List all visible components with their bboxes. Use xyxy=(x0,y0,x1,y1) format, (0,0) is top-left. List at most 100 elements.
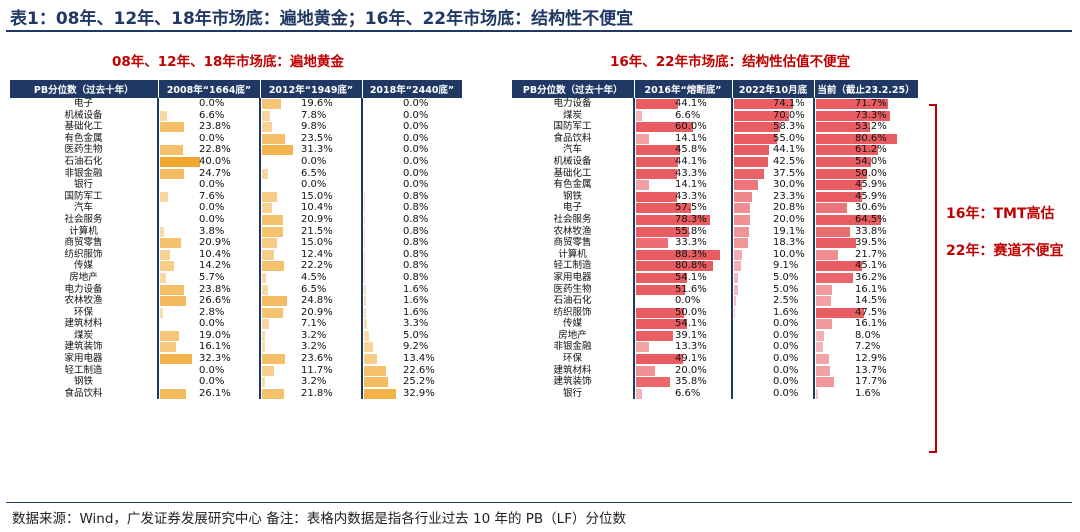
value-text: 36.2% xyxy=(855,271,887,283)
data-bar xyxy=(160,249,171,260)
value-cell: 7.6% xyxy=(158,190,261,203)
data-bar xyxy=(160,307,163,318)
industry-name: 纺织服饰 xyxy=(10,248,159,261)
value-text: 0.8% xyxy=(403,260,429,272)
data-bar xyxy=(262,354,286,365)
value-text: 7.2% xyxy=(855,341,881,353)
data-bar xyxy=(262,365,274,376)
industry-name: 食品饮料 xyxy=(10,387,159,400)
value-text: 5.0% xyxy=(773,271,799,283)
industry-name: 农林牧渔 xyxy=(512,225,635,238)
value-text: 0.0% xyxy=(773,318,799,330)
value-text: 13.3% xyxy=(675,341,707,353)
value-text: 47.5% xyxy=(855,306,887,318)
data-bar xyxy=(262,145,293,156)
value-cell: 25.2% xyxy=(362,376,462,388)
data-bar xyxy=(262,307,283,318)
value-cell: 0.0% xyxy=(362,156,462,168)
table-row: 建筑装饰 16.1% 3.2% 9.2% xyxy=(10,341,462,354)
value-cell: 55.8% xyxy=(634,225,733,238)
data-bar xyxy=(262,110,270,121)
value-text: 12.4% xyxy=(301,248,333,260)
data-bar xyxy=(734,249,742,260)
value-text: 74.1% xyxy=(773,98,805,109)
value-cell: 45.9% xyxy=(814,191,918,203)
industry-name: 环保 xyxy=(10,306,159,319)
value-text: 3.2% xyxy=(301,329,327,341)
right-header-industry: PB分位数（过去十年） xyxy=(512,80,635,98)
industry-name: 建筑材料 xyxy=(512,364,635,377)
industry-name: 银行 xyxy=(512,387,635,400)
left-table-header: PB分位数（过去十年） 2008年“1664底” 2012年“1949底” 2018年… xyxy=(10,80,463,98)
value-text: 42.5% xyxy=(773,155,805,167)
industry-name: 煤炭 xyxy=(512,109,635,122)
value-text: 0.0% xyxy=(675,295,701,307)
value-text: 43.3% xyxy=(675,190,707,202)
value-cell: 1.6% xyxy=(362,307,462,319)
value-text: 23.8% xyxy=(199,121,231,133)
value-cell: 6.6% xyxy=(634,109,733,122)
value-text: 57.5% xyxy=(675,202,707,214)
value-cell: 53.2% xyxy=(814,121,918,133)
industry-name: 食品饮料 xyxy=(512,132,635,145)
data-bar xyxy=(364,330,369,341)
value-text: 21.7% xyxy=(855,248,887,260)
value-text: 13.7% xyxy=(855,364,887,376)
value-cell: 70.0% xyxy=(732,109,815,122)
value-text: 64.5% xyxy=(855,213,887,225)
table-row: 房地产 5.7% 4.5% 0.8% xyxy=(10,271,462,284)
table-row: 轻工制造 80.8% 9.1% 45.1% xyxy=(512,260,918,272)
value-text: 14.1% xyxy=(675,132,707,144)
value-cell: 80.6% xyxy=(814,133,918,145)
value-cell: 0.0% xyxy=(634,295,733,307)
value-cell: 2.8% xyxy=(158,306,261,319)
data-bar xyxy=(734,145,769,156)
value-cell: 73.3% xyxy=(814,110,918,122)
value-cell: 5.0% xyxy=(732,283,815,296)
data-bar xyxy=(734,307,736,318)
value-cell: 14.1% xyxy=(634,179,733,191)
industry-name: 轻工制造 xyxy=(10,364,159,377)
data-bar xyxy=(262,388,284,399)
value-text: 10.0% xyxy=(773,248,805,260)
table-row: 电力设备 44.1% 74.1% 71.7% xyxy=(512,98,918,110)
value-cell: 0.8% xyxy=(362,249,462,261)
value-text: 35.8% xyxy=(675,376,707,388)
value-cell: 19.1% xyxy=(732,225,815,238)
value-cell: 3.2% xyxy=(260,341,363,354)
data-bar xyxy=(734,180,758,191)
data-bar xyxy=(816,168,867,179)
industry-name: 钢铁 xyxy=(512,190,635,203)
value-cell: 0.0% xyxy=(732,387,815,400)
value-text: 44.1% xyxy=(773,144,805,156)
data-bar xyxy=(816,214,882,225)
footer-rule xyxy=(6,502,1072,503)
table-row: 传媒 54.1% 0.0% 16.1% xyxy=(512,318,918,330)
value-cell: 26.6% xyxy=(158,295,261,307)
industry-name: 煤炭 xyxy=(10,329,159,342)
value-cell: 0.8% xyxy=(362,237,462,249)
value-text: 22.6% xyxy=(403,364,435,376)
data-bar xyxy=(636,388,643,399)
data-bar xyxy=(262,191,277,202)
value-cell: 23.5% xyxy=(260,132,363,145)
table-row: 轻工制造 0.0% 11.7% 22.6% xyxy=(10,364,462,377)
value-cell: 33.8% xyxy=(814,226,918,238)
value-text: 0.0% xyxy=(199,318,225,330)
table-row: 汽车 0.0% 10.4% 0.8% xyxy=(10,202,462,214)
data-bar xyxy=(262,238,277,249)
value-cell: 0.0% xyxy=(362,168,462,180)
data-bar xyxy=(160,261,175,272)
value-cell: 58.3% xyxy=(732,121,815,133)
value-cell: 0.0% xyxy=(362,179,462,191)
bracket xyxy=(929,104,937,453)
value-text: 21.8% xyxy=(301,387,333,399)
industry-name: 建筑装饰 xyxy=(512,376,635,388)
data-bar xyxy=(364,342,373,353)
table-row: 环保 2.8% 20.9% 1.6% xyxy=(10,306,462,319)
industry-name: 汽车 xyxy=(10,202,159,214)
data-bar xyxy=(160,330,179,341)
value-text: 3.2% xyxy=(301,341,327,353)
value-cell: 36.2% xyxy=(814,272,918,284)
value-cell: 22.2% xyxy=(260,260,363,272)
